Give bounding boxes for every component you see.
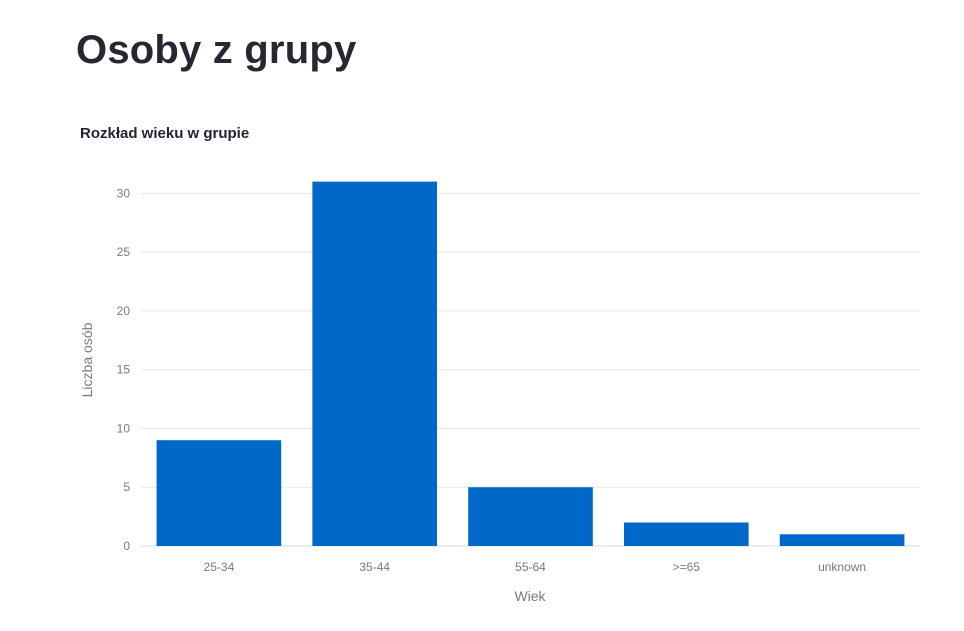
y-tick-label: 10 xyxy=(117,421,131,435)
bar-unknown[interactable] xyxy=(779,534,905,546)
bar->=65[interactable] xyxy=(623,522,749,546)
y-tick-label: 30 xyxy=(117,186,131,200)
bar-25-34[interactable] xyxy=(156,440,282,546)
x-tick-label: >=65 xyxy=(673,560,701,574)
y-tick-label: 5 xyxy=(123,480,130,494)
x-axis-ticks: 25-34 35-44 55-64 >=65 unknown xyxy=(204,560,867,574)
y-axis-title: Liczba osób xyxy=(79,322,95,397)
x-tick-label: 55-64 xyxy=(515,560,546,574)
x-tick-label: 35-44 xyxy=(359,560,390,574)
page-title: Osoby z grupy xyxy=(76,28,357,72)
y-axis-ticks: 0 5 10 15 20 25 30 xyxy=(117,186,131,553)
y-tick-label: 0 xyxy=(123,539,130,553)
x-axis-title: Wiek xyxy=(514,588,546,604)
y-tick-label: 20 xyxy=(117,304,131,318)
x-tick-label: unknown xyxy=(818,560,866,574)
bars xyxy=(156,181,905,546)
bar-55-64[interactable] xyxy=(468,487,593,546)
bar-35-44[interactable] xyxy=(312,181,438,546)
chart-title: Rozkład wieku w grupie xyxy=(80,125,249,142)
y-tick-label: 25 xyxy=(117,245,131,259)
x-tick-label: 25-34 xyxy=(204,560,235,574)
y-tick-label: 15 xyxy=(117,363,131,377)
